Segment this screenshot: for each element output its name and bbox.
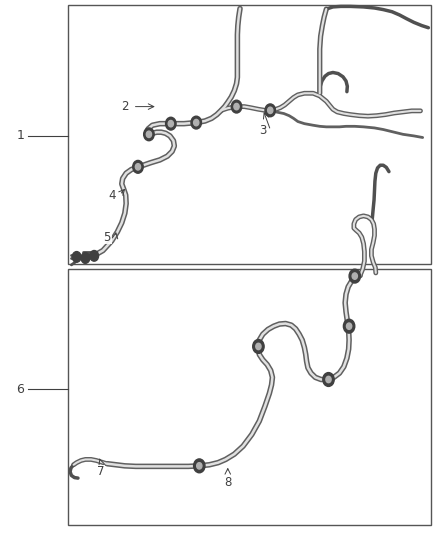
Circle shape: [253, 340, 264, 353]
Text: 5: 5: [104, 231, 111, 244]
Circle shape: [133, 160, 143, 173]
Text: 6: 6: [16, 383, 24, 395]
Circle shape: [197, 463, 202, 469]
Circle shape: [268, 107, 273, 114]
Circle shape: [326, 376, 331, 383]
Text: 2: 2: [121, 100, 129, 113]
Circle shape: [135, 164, 141, 170]
Text: 4: 4: [108, 189, 116, 201]
Bar: [68, 5, 431, 264]
Circle shape: [234, 103, 239, 110]
Bar: [68, 269, 431, 525]
Text: 7: 7: [97, 465, 105, 478]
Circle shape: [194, 459, 205, 473]
Text: 3: 3: [259, 124, 266, 137]
Circle shape: [146, 131, 152, 138]
Circle shape: [265, 104, 276, 117]
Text: 1: 1: [16, 130, 24, 142]
Circle shape: [343, 319, 355, 333]
Circle shape: [231, 100, 242, 113]
Circle shape: [346, 323, 352, 329]
Circle shape: [323, 373, 334, 386]
Circle shape: [90, 251, 99, 261]
Circle shape: [352, 273, 357, 279]
Circle shape: [144, 128, 154, 141]
Circle shape: [72, 252, 81, 262]
Circle shape: [81, 253, 90, 263]
Circle shape: [194, 119, 199, 126]
Text: 8: 8: [224, 476, 231, 489]
Circle shape: [256, 343, 261, 350]
Circle shape: [349, 269, 360, 283]
Circle shape: [191, 116, 201, 129]
Circle shape: [168, 120, 173, 127]
Circle shape: [166, 117, 176, 130]
